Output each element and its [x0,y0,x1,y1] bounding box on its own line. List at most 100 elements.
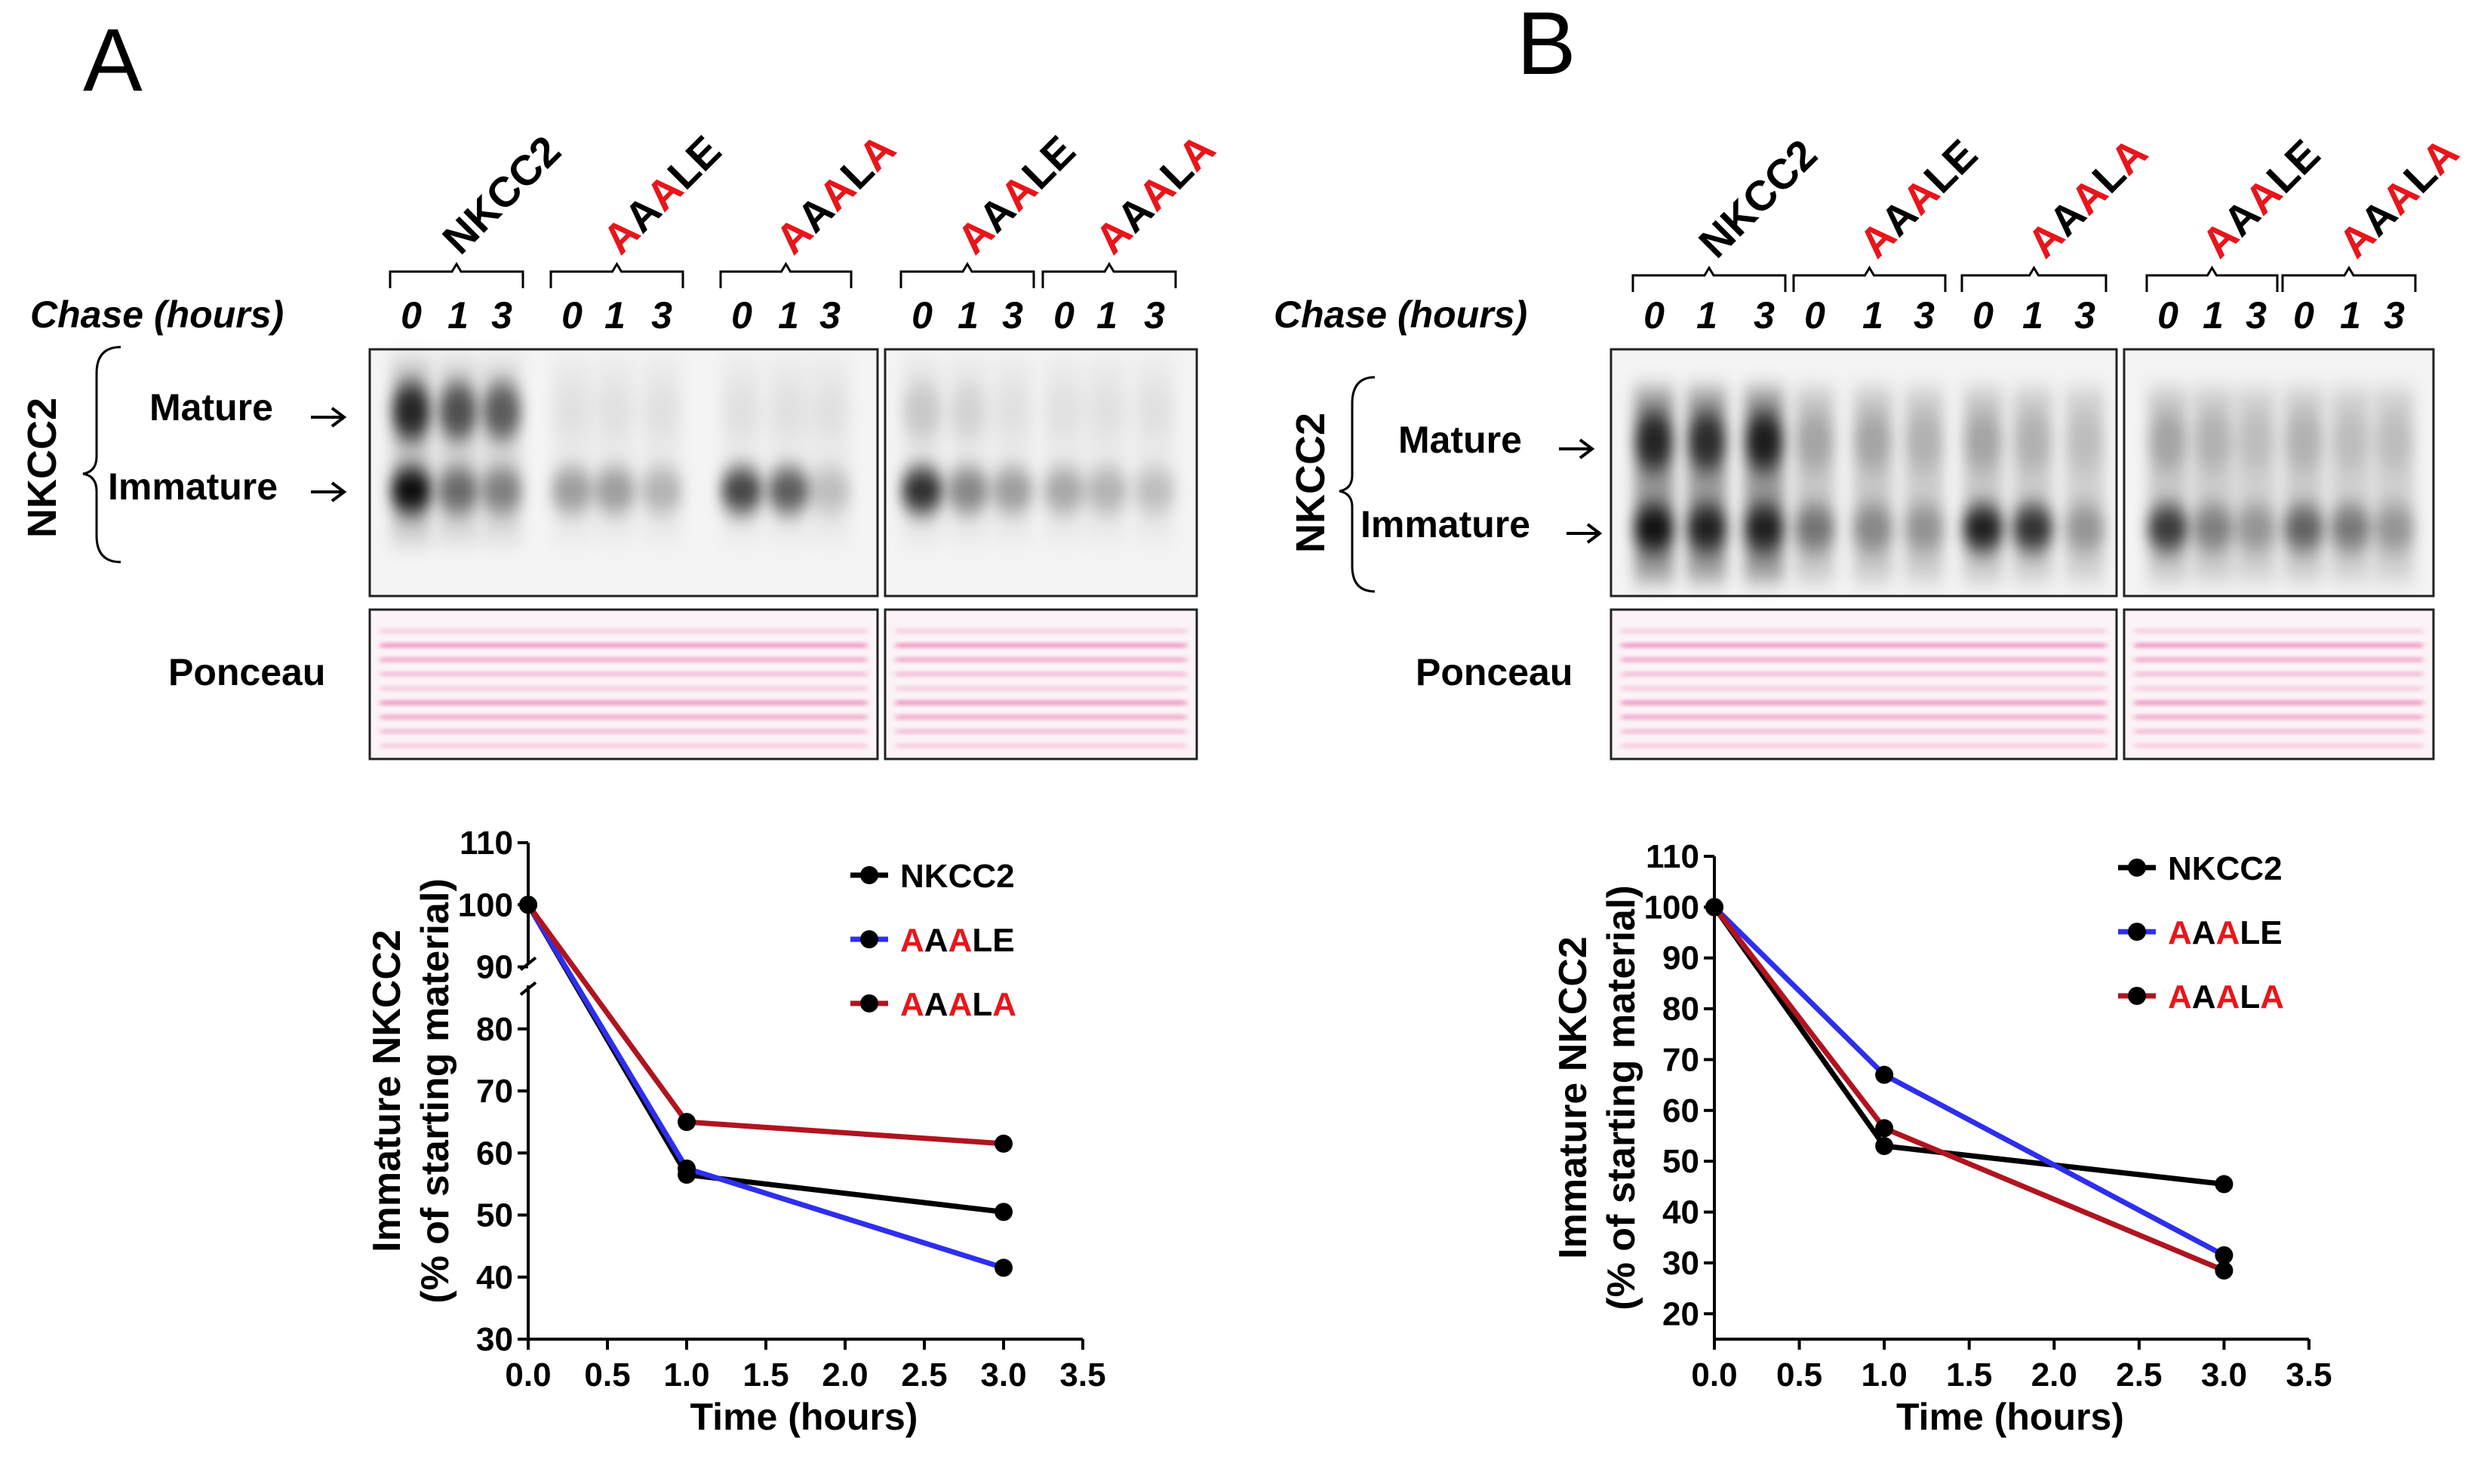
lane-group-label: AAALE [948,127,1084,263]
data-point-aaala [519,896,537,914]
timepoint-label: 3 [651,294,672,336]
timepoint-label: 0 [731,294,752,336]
data-point-aaala [1875,1119,1894,1138]
legend-label: AAALA [2168,979,2284,1015]
immature-arrow [311,481,347,502]
blot-lane [1962,389,2004,581]
lane-group-bracket [1041,262,1177,288]
timepoint-label: 1 [1096,294,1118,336]
data-point-aaala [1705,898,1723,917]
blot-lane [901,358,943,543]
blot-lane [1086,383,1128,513]
ponceau-band [380,714,867,720]
blot-lane [2373,389,2415,581]
panel-letter: A [83,11,143,110]
y-axis-label: Immature NKCC2 (% of starting material) [365,878,457,1303]
chase-label: Chase (hours) [30,293,284,336]
blot-lane [481,358,523,543]
ponceau-band [380,743,867,748]
ponceau-band [380,729,867,734]
timepoint-label: 1 [2340,294,2361,336]
x-tick-label: 3.0 [980,1356,1026,1393]
lane-group-label: AAALA [1086,124,1224,263]
timepoint-label: 0 [912,294,933,336]
y-tick-label: 100 [458,886,513,923]
y-tick-label: 80 [1662,991,1699,1028]
timepoint-label: 1 [1862,294,1883,336]
ponceau-band [896,657,1186,662]
y-tick-label: 40 [1662,1194,1699,1231]
blot-lane [390,358,432,543]
timepoint-label: 0 [1643,294,1665,336]
y-tick-label: 90 [1662,940,1699,977]
blot-lane [947,358,989,543]
lane-group-label: AAALE [593,127,730,263]
blot-lane [1743,389,1785,581]
x-tick-label: 3.5 [1059,1356,1105,1393]
ponceau-band [1622,671,2106,677]
x-tick-label: 1.0 [1862,1356,1908,1393]
lane-group-label: AAALA [2329,128,2467,266]
timepoint-label: 3 [1914,294,1935,336]
legend-label: AAALA [900,986,1016,1023]
degradation-chart: 0.0 0.5 1.0 1.5 2.0 2.5 3.0 3.5 20 30 40 50 60 70 80 90… [1551,838,2332,1438]
ponceau-band [2135,743,2423,748]
ponceau-stain [1609,608,2435,760]
y-tick-label: 30 [476,1321,513,1358]
data-point-nkcc2 [995,1203,1013,1221]
blot-lane [2235,389,2277,581]
timepoint-label: 1 [958,294,979,336]
ponceau-band [1622,700,2106,705]
mature-arrow [311,407,347,428]
data-point-aaale [678,1159,696,1178]
y-tick-label: 90 [476,949,513,986]
ponceau-band [380,657,867,662]
timepoint-label: 1 [2203,294,2224,336]
blot-lane [551,383,593,513]
ponceau-band [896,686,1186,691]
x-axis-label: Time (hours) [1896,1396,2124,1438]
lane-group-bracket [2145,266,2279,292]
ponceau-band [896,714,1186,720]
data-point-aaale [2215,1246,2234,1264]
immature-label: Immature [1360,503,1530,545]
ponceau-band [380,643,867,648]
x-tick-label: 1.5 [742,1356,789,1393]
x-tick-label: 0.0 [1691,1356,1737,1393]
ponceau-band [1622,657,2106,662]
legend-marker [2128,859,2146,877]
timepoint-label: 1 [2022,294,2043,336]
ponceau-band [1622,743,2106,748]
lane-group-label: AAALA [766,124,904,263]
ponceau-band [2135,700,2423,705]
ponceau-band [1622,714,2106,720]
ponceau-band [380,686,867,691]
y-tick-label: 100 [1644,889,1699,926]
y-tick-label: 80 [476,1011,513,1048]
blot-lane [992,383,1034,513]
panel-letter: B [1517,0,1576,94]
blot-lane [1794,389,1836,581]
timepoint-label: 0 [2293,294,2314,336]
ponceau-band [2135,628,2423,634]
lane-group-bracket [1960,266,2108,292]
ponceau-band [2135,729,2423,734]
protein-bracket [82,346,121,564]
timepoint-label: 1 [604,294,626,336]
data-point-aaala [2215,1261,2234,1280]
timepoint-label: 0 [401,294,422,336]
x-tick-label: 0.0 [505,1356,551,1393]
blot-lane [721,383,763,513]
lane-group-label: NKCC2 [433,126,570,263]
lane-group-bracket [899,262,1035,288]
lane-group-label: NKCC2 [1689,130,1826,266]
ponceau-band [1622,628,2106,634]
ponceau-band [896,628,1186,634]
ponceau-band [896,643,1186,648]
lane-group-bracket [389,262,524,288]
protein-label: NKCC2 [1288,413,1333,553]
ponceau-band [896,700,1186,705]
